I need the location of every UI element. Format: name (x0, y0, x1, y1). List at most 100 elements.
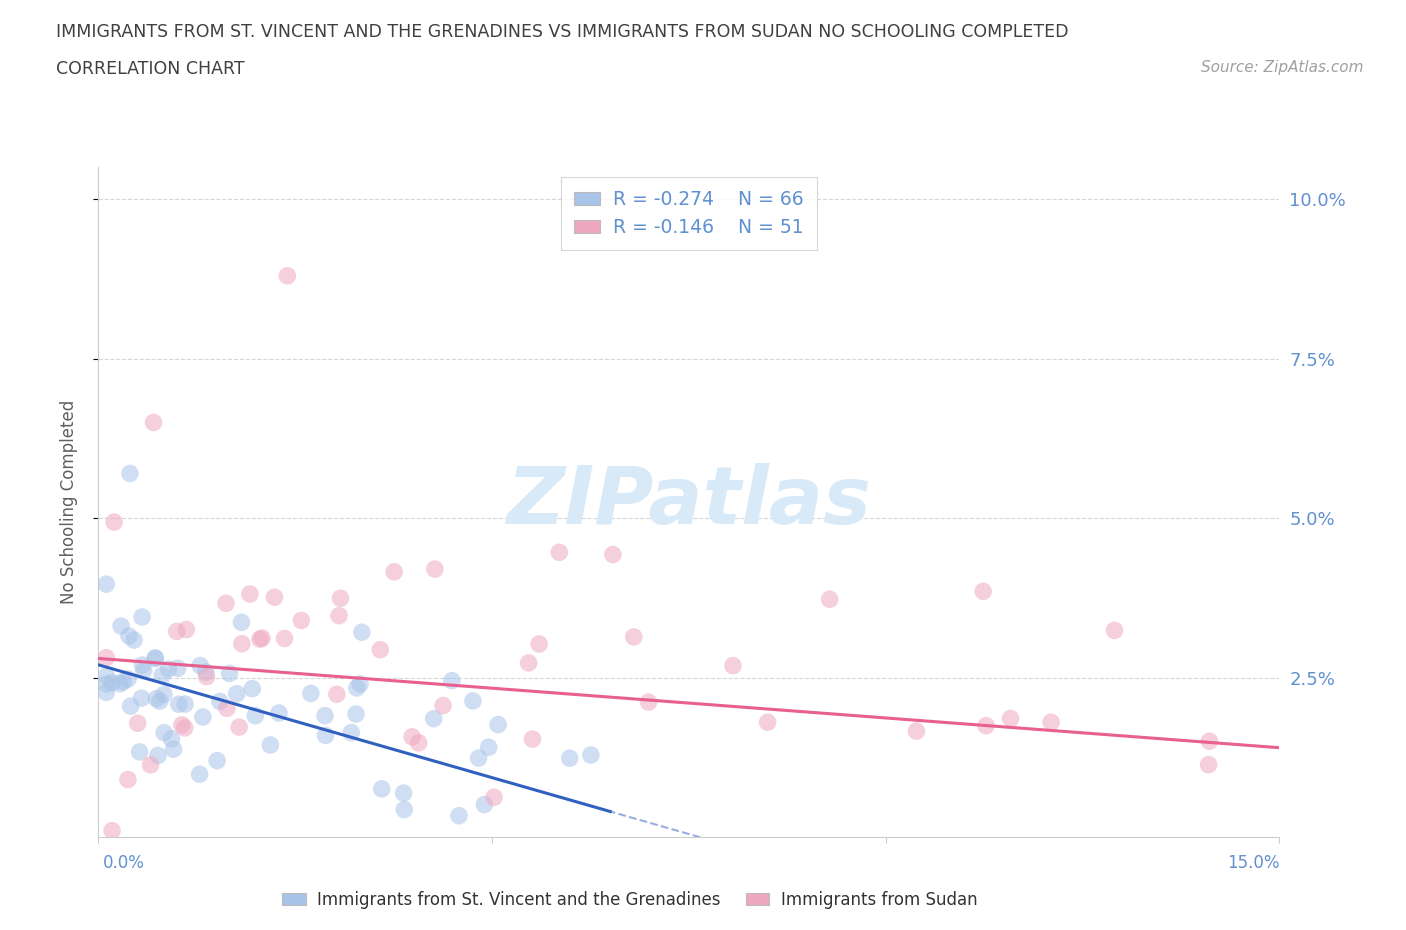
Point (96, 669, 118, 684)
Point (368, 643, 391, 658)
Point (131, 691, 153, 706)
Text: IMMIGRANTS FROM ST. VINCENT AND THE GRENADINES VS IMMIGRANTS FROM SUDAN NO SCHOO: IMMIGRANTS FROM ST. VINCENT AND THE GREN… (56, 23, 1069, 41)
Point (208, 694, 231, 709)
Point (548, 545, 571, 560)
Point (166, 624, 188, 639)
Y-axis label: No Schooling Completed: No Schooling Completed (59, 400, 77, 604)
Point (118, 629, 141, 644)
Point (623, 630, 645, 644)
Point (150, 668, 173, 683)
Point (139, 757, 162, 772)
Point (1000, 711, 1022, 726)
Point (972, 584, 994, 599)
Point (315, 728, 337, 743)
Point (326, 687, 349, 702)
Point (215, 701, 238, 716)
Point (401, 729, 423, 744)
Point (231, 636, 253, 651)
Point (408, 736, 430, 751)
Point (1104, 623, 1126, 638)
Point (579, 748, 602, 763)
Point (131, 658, 153, 672)
Point (112, 674, 135, 689)
Point (558, 751, 581, 765)
Point (314, 709, 336, 724)
Point (162, 742, 184, 757)
Point (905, 724, 928, 738)
Point (447, 808, 470, 823)
Point (818, 591, 841, 606)
Point (122, 632, 145, 647)
Legend: Immigrants from St. Vincent and the Grenadines, Immigrants from Sudan: Immigrants from St. Vincent and the Gren… (276, 884, 984, 916)
Point (131, 609, 153, 624)
Point (267, 706, 290, 721)
Point (188, 658, 211, 673)
Point (370, 781, 392, 796)
Point (225, 686, 247, 701)
Point (349, 676, 371, 691)
Point (974, 718, 997, 733)
Point (127, 716, 149, 731)
Point (382, 565, 405, 579)
Point (176, 622, 198, 637)
Point (166, 661, 188, 676)
Point (522, 732, 544, 747)
Point (346, 681, 368, 696)
Point (167, 697, 190, 711)
Point (392, 786, 415, 801)
Point (118, 466, 141, 481)
Point (173, 721, 195, 736)
Point (432, 698, 454, 713)
Point (143, 650, 166, 665)
Point (153, 687, 176, 702)
Point (245, 709, 267, 724)
Point (110, 618, 132, 633)
Point (1198, 734, 1220, 749)
Point (482, 790, 505, 804)
Point (637, 695, 659, 710)
Point (250, 631, 273, 645)
Point (142, 415, 165, 430)
Point (461, 694, 484, 709)
Point (290, 613, 312, 628)
Point (205, 753, 228, 768)
Point (96, 685, 118, 700)
Point (145, 691, 167, 706)
Point (96, 676, 118, 691)
Point (328, 608, 350, 623)
Point (276, 269, 298, 284)
Text: CORRELATION CHART: CORRELATION CHART (56, 60, 245, 78)
Point (517, 656, 540, 671)
Point (329, 591, 352, 605)
Point (153, 725, 176, 740)
Point (96, 650, 118, 665)
Point (486, 717, 509, 732)
Point (132, 663, 155, 678)
Point (240, 682, 263, 697)
Point (756, 715, 779, 730)
Point (160, 731, 183, 746)
Point (218, 666, 240, 681)
Point (120, 698, 142, 713)
Point (174, 697, 197, 711)
Point (191, 710, 214, 724)
Point (149, 694, 172, 709)
Point (273, 631, 295, 646)
Point (478, 739, 501, 754)
Point (602, 547, 624, 562)
Point (423, 711, 446, 726)
Point (467, 751, 489, 765)
Point (1040, 715, 1063, 730)
Point (392, 802, 415, 817)
Text: 0.0%: 0.0% (103, 854, 145, 871)
Point (157, 661, 180, 676)
Point (101, 675, 124, 690)
Point (231, 615, 253, 630)
Point (350, 625, 373, 640)
Point (103, 514, 125, 529)
Point (117, 671, 139, 686)
Text: 15.0%: 15.0% (1227, 854, 1279, 871)
Point (423, 562, 446, 577)
Point (145, 651, 167, 666)
Point (299, 686, 322, 701)
